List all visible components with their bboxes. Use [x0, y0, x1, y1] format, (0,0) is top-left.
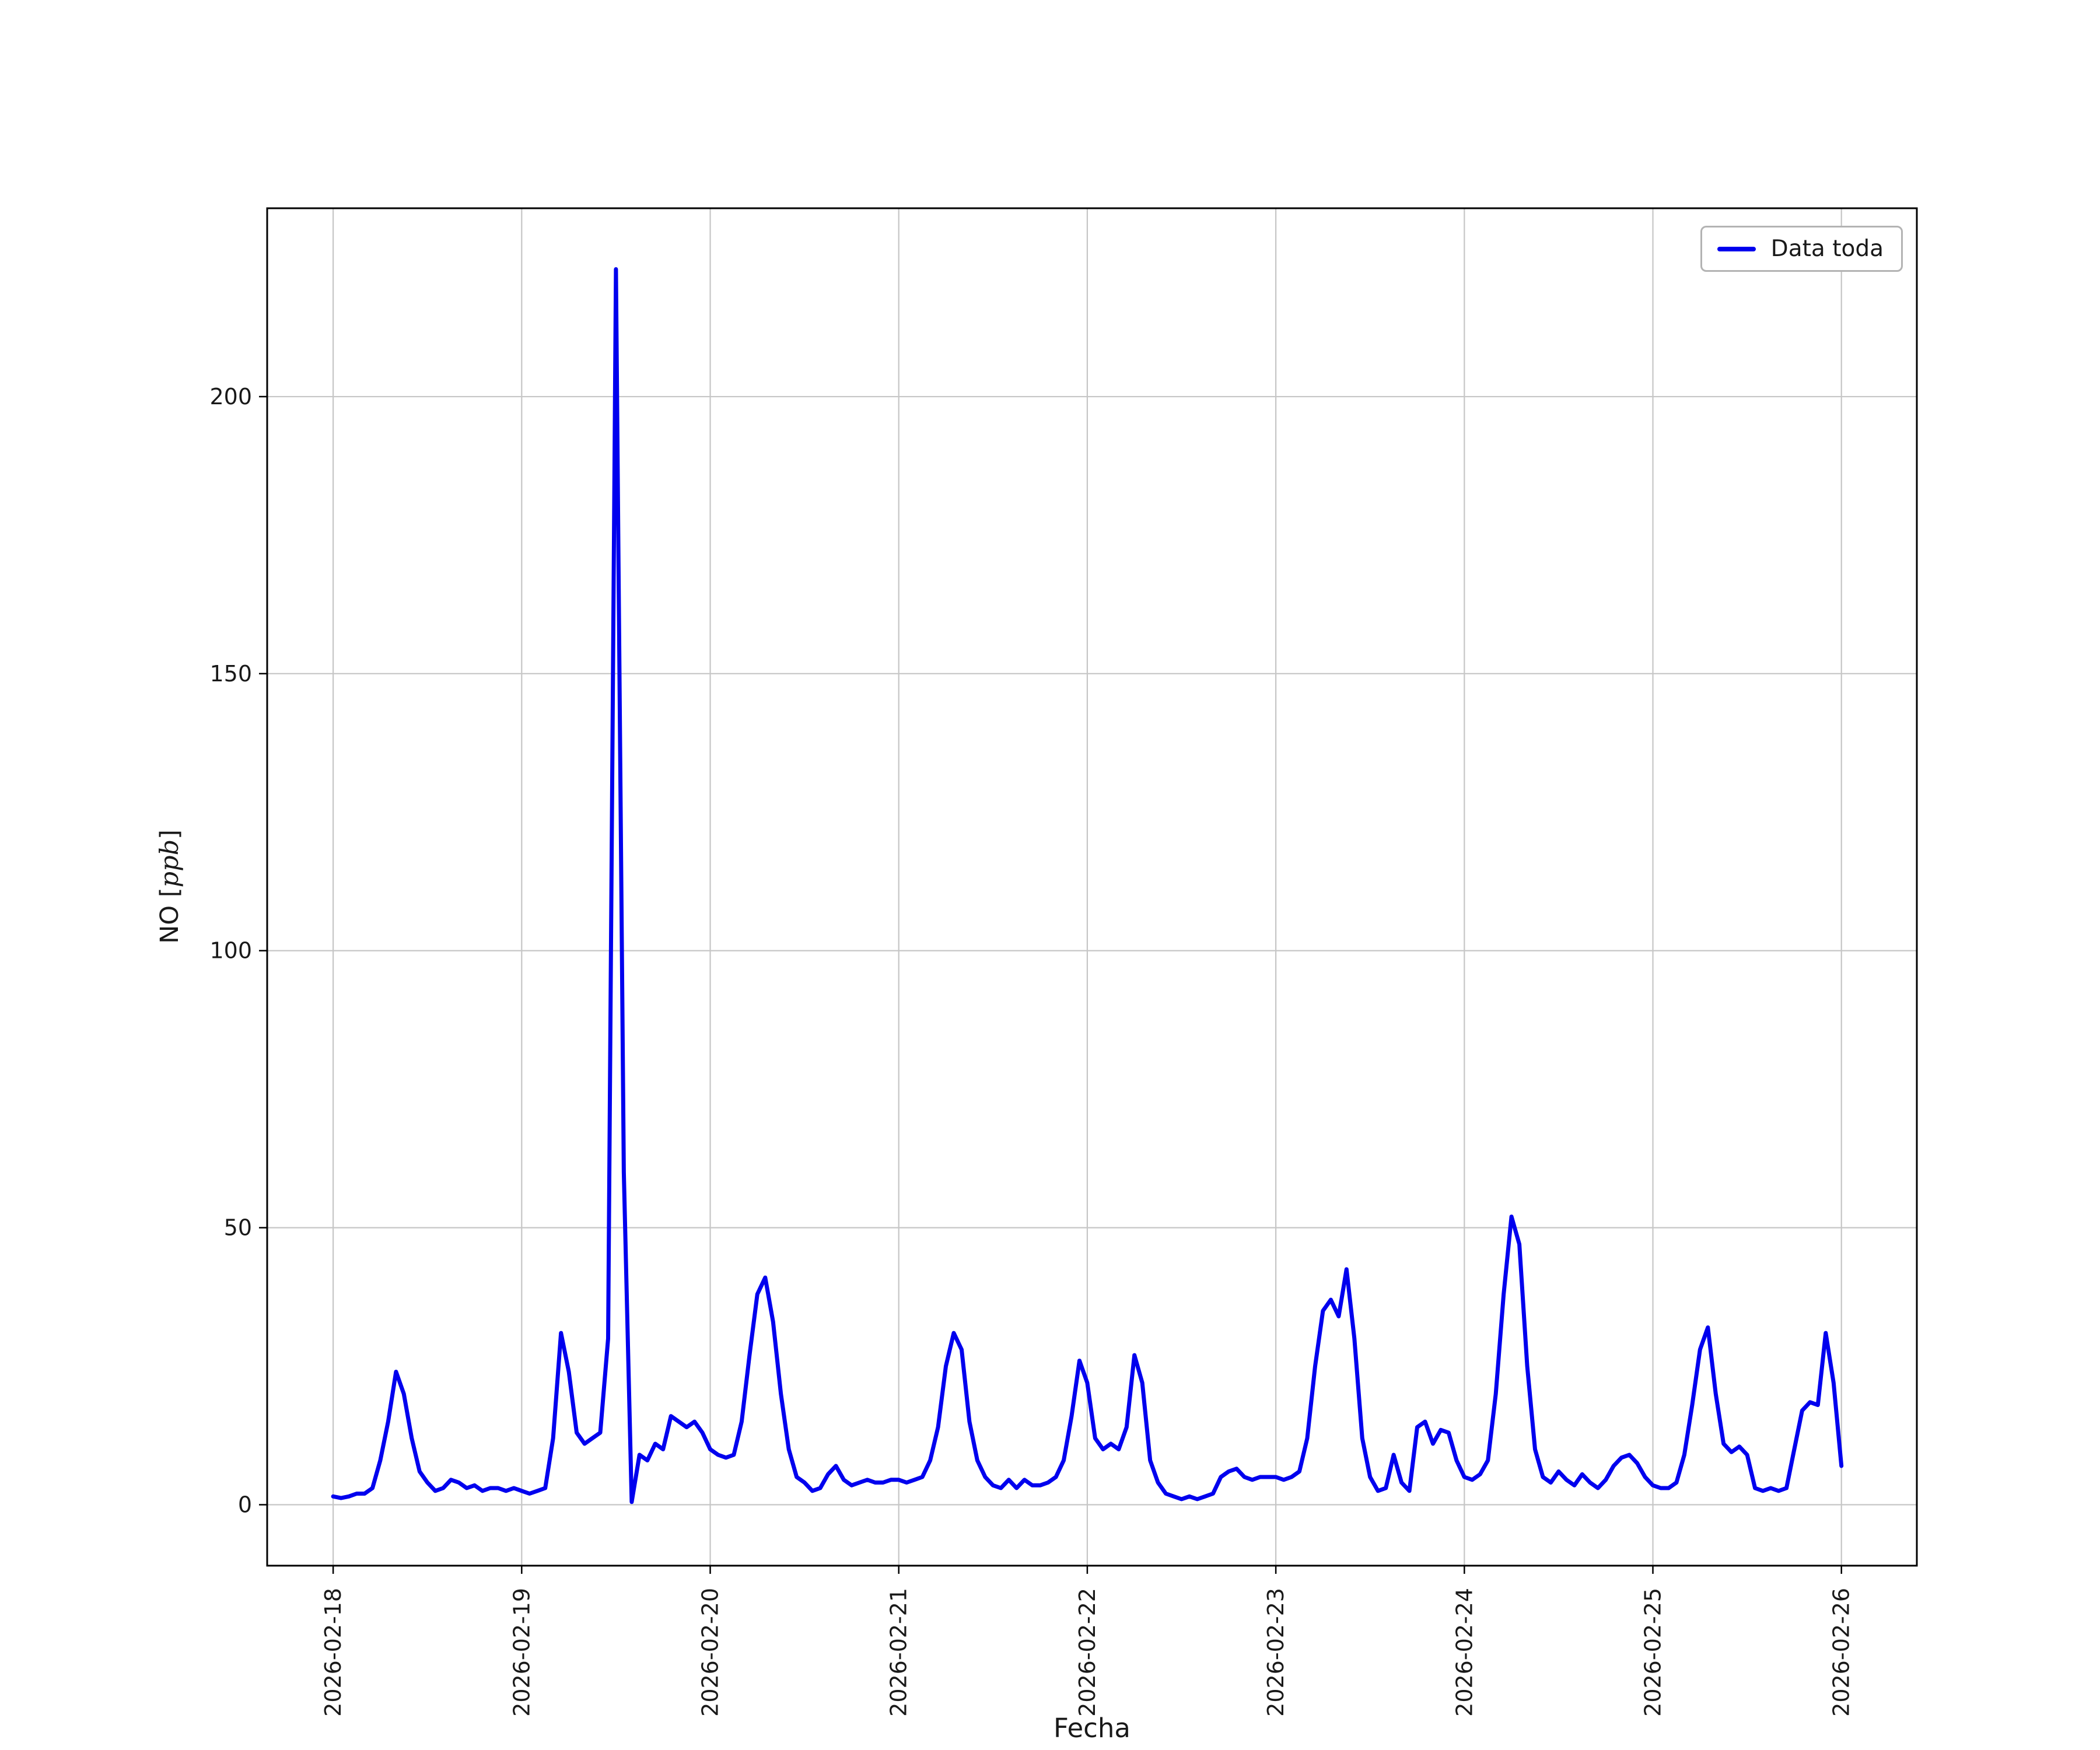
x-tick-label: 2026-02-18 — [320, 1588, 346, 1717]
y-tick-label: 0 — [238, 1492, 252, 1518]
x-tick-label: 2026-02-20 — [698, 1588, 723, 1717]
y-tick-label: 50 — [224, 1215, 252, 1241]
y-axis-title-unit: ppb — [155, 839, 184, 888]
x-tick-label: 2026-02-26 — [1829, 1588, 1854, 1717]
x-tick-label: 2026-02-24 — [1451, 1588, 1477, 1717]
x-tick-label: 2026-02-22 — [1074, 1588, 1100, 1717]
y-tick-label: 100 — [209, 938, 252, 964]
x-tick-label: 2026-02-21 — [886, 1588, 912, 1717]
y-axis-title-post: ] — [155, 830, 184, 839]
legend: Data toda — [1700, 226, 1903, 272]
x-tick-label: 2026-02-23 — [1263, 1588, 1289, 1717]
y-axis-title: NO [ppb] — [155, 830, 184, 944]
y-tick-label: 150 — [209, 661, 252, 687]
x-tick-label: 2026-02-25 — [1640, 1588, 1666, 1717]
axes-spines — [266, 207, 1918, 1567]
legend-label: Data toda — [1770, 236, 1884, 262]
x-tick-label: 2026-02-19 — [509, 1588, 534, 1717]
legend-line-swatch — [1717, 246, 1756, 251]
data-series-line — [331, 267, 1844, 1504]
x-axis-title: Fecha — [1054, 1713, 1130, 1744]
y-axis-title-pre: NO [ — [155, 887, 184, 944]
y-tick-label: 200 — [209, 384, 252, 410]
